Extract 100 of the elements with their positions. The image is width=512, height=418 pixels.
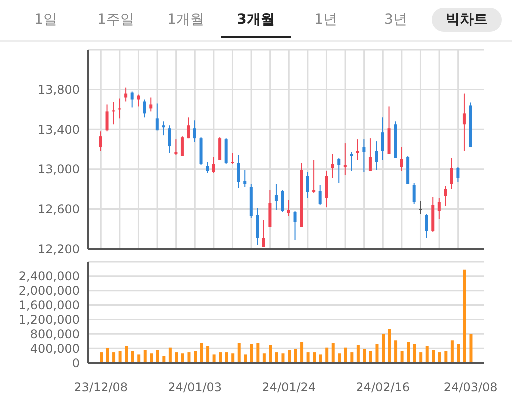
y-tick-label: 12,200 bbox=[38, 242, 80, 256]
candlestick bbox=[331, 154, 334, 179]
candlestick bbox=[338, 158, 341, 184]
candlestick bbox=[231, 152, 234, 165]
bar bbox=[338, 354, 342, 363]
bar bbox=[388, 329, 392, 363]
x-tick-label: 24/03/08 bbox=[444, 380, 498, 395]
candlestick bbox=[212, 156, 216, 174]
y-tick-label: 2,400,000 bbox=[18, 270, 80, 284]
bar bbox=[356, 345, 360, 363]
bar bbox=[294, 349, 298, 363]
candlestick bbox=[106, 104, 109, 132]
candlestick bbox=[350, 152, 354, 172]
x-tick-label: 24/01/24 bbox=[262, 380, 316, 395]
candlestick bbox=[224, 138, 228, 165]
candlestick bbox=[206, 162, 210, 174]
bar bbox=[238, 343, 241, 363]
bar bbox=[168, 348, 172, 363]
candlestick bbox=[112, 102, 116, 126]
candlestick bbox=[274, 184, 278, 211]
bar bbox=[181, 354, 184, 363]
bar bbox=[438, 352, 442, 363]
candlestick bbox=[162, 121, 166, 136]
bar bbox=[444, 351, 448, 363]
bar bbox=[200, 343, 204, 363]
bar bbox=[219, 352, 222, 363]
text: 1일 bbox=[34, 12, 58, 28]
bar bbox=[420, 352, 423, 363]
candlestick bbox=[137, 94, 140, 108]
bar bbox=[306, 352, 310, 363]
bar bbox=[288, 350, 291, 363]
bar bbox=[232, 354, 235, 363]
candlestick bbox=[382, 117, 384, 161]
bar bbox=[463, 270, 466, 363]
y-tick-label: 13,800 bbox=[38, 83, 80, 98]
bar bbox=[188, 352, 191, 363]
candlestick bbox=[288, 200, 290, 217]
x-tick-label: 24/02/16 bbox=[356, 380, 410, 395]
candlestick bbox=[174, 139, 178, 156]
bar bbox=[400, 351, 404, 363]
x-tick-label: 24/01/03 bbox=[168, 380, 222, 395]
bar bbox=[150, 354, 154, 363]
bar bbox=[256, 343, 260, 363]
candlestick bbox=[356, 139, 360, 161]
candlestick bbox=[462, 93, 466, 152]
bar bbox=[131, 351, 134, 363]
bar bbox=[432, 350, 436, 363]
bar bbox=[262, 354, 266, 363]
bar bbox=[313, 352, 316, 363]
candlestick bbox=[368, 138, 372, 172]
candlestick bbox=[375, 141, 378, 171]
candlestick bbox=[100, 131, 102, 152]
bar bbox=[407, 342, 410, 363]
candlestick bbox=[344, 143, 347, 176]
bar bbox=[344, 348, 348, 363]
candlestick bbox=[256, 208, 260, 246]
bar bbox=[457, 344, 460, 363]
text: 1년 bbox=[314, 12, 338, 28]
bar bbox=[212, 354, 216, 363]
candlestick bbox=[268, 190, 272, 228]
bar bbox=[394, 340, 398, 363]
candlestick bbox=[143, 99, 146, 118]
bar bbox=[350, 352, 354, 363]
candlestick bbox=[124, 87, 128, 102]
y-tick-label: 12,600 bbox=[38, 202, 80, 216]
candlestick bbox=[262, 220, 266, 248]
candlestick bbox=[281, 190, 284, 213]
bar bbox=[326, 348, 329, 363]
text: 1개월 bbox=[168, 12, 204, 28]
y-tick-label: 800,000 bbox=[30, 327, 80, 342]
y-tick-label: 13,400 bbox=[38, 122, 80, 137]
bar bbox=[426, 346, 429, 363]
bar bbox=[332, 343, 335, 363]
bar bbox=[106, 348, 110, 363]
bar bbox=[225, 352, 228, 363]
y-tick-label: 2,000,000 bbox=[18, 284, 80, 298]
text: 1주일 bbox=[98, 12, 134, 28]
candlestick bbox=[438, 198, 441, 220]
bar bbox=[100, 352, 103, 363]
candlestick bbox=[168, 125, 172, 154]
bar bbox=[144, 350, 147, 363]
bar bbox=[369, 351, 372, 363]
candlestick bbox=[218, 137, 222, 161]
candlestick bbox=[237, 154, 240, 189]
candlestick bbox=[425, 214, 428, 239]
bar bbox=[244, 354, 248, 363]
bar bbox=[363, 349, 366, 363]
bar bbox=[413, 344, 416, 363]
candlestick bbox=[294, 210, 297, 241]
bar bbox=[470, 334, 473, 363]
text: 빅차트 bbox=[446, 12, 488, 28]
bar bbox=[282, 354, 285, 363]
candlestick bbox=[312, 160, 316, 194]
candlestick bbox=[156, 103, 159, 132]
bar bbox=[206, 346, 210, 363]
candlestick bbox=[306, 172, 310, 199]
x-tick-label: 23/12/08 bbox=[74, 380, 128, 395]
bar bbox=[156, 350, 160, 363]
bar bbox=[376, 344, 379, 363]
candlestick bbox=[130, 91, 134, 108]
